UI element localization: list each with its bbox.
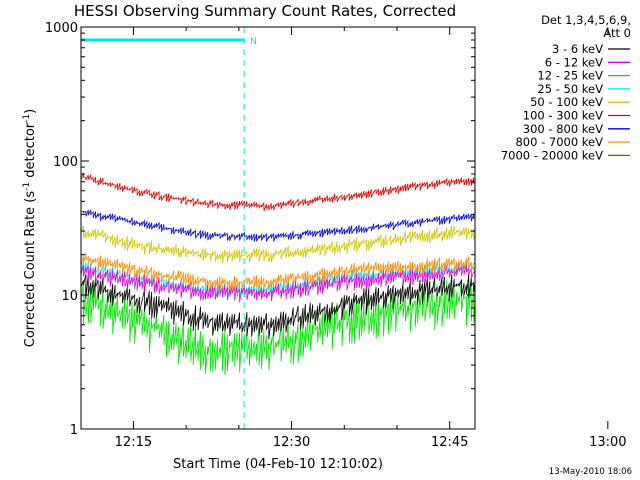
x-axis-label: Start Time (04-Feb-10 12:10:02) [173,457,383,472]
plot-frame [80,26,476,430]
legend-label-3-6-kev-kev: 3 - 6 keV [552,42,603,56]
x-tick-label-12:15: 12:15 [115,435,152,450]
series-line-3-6-kev-kev [81,270,475,340]
legend-label-25-50-kev-kev: 25 - 50 keV [537,82,603,96]
legend-label-800-7000-kev-kev: 800 - 7000 keV [515,135,603,149]
x-tick-label-12:45: 12:45 [431,435,468,450]
y-tick-label-1000: 1000 [45,21,78,36]
series-line-6-12-kev-kev [81,263,475,303]
series-layer [81,172,475,376]
series-line-12-25-kev-kev [81,278,475,376]
y-axis-label-end: ) [23,109,38,114]
y-tick-label-10: 10 [61,289,78,304]
series-line-100-300-kev-kev [81,172,475,212]
legend-header-line-1: Det 1,3,4,5,6,9, [541,13,631,27]
night-bar-label: N [250,37,257,47]
legend-label-7000-20000-kev-kev: 7000 - 20000 keV [501,148,603,162]
y-axis-label-mid: detector [23,122,38,182]
y-axis-label-main: Corrected Count Rate (s [23,191,38,348]
legend-label-50-100-kev-kev: 50 - 100 keV [530,95,603,109]
series-line-300-800-kev-kev [81,208,475,242]
legend-label-300-800-kev-kev: 300 - 800 keV [523,122,603,136]
y-axis-label-exp1: -1 [22,182,32,191]
y-axis-label-exp2: -1 [22,114,32,123]
y-axis: 1 10 100 1000 [45,21,475,438]
legend-header-line-2: Att 0 [603,26,631,40]
y-tick-label-1: 1 [70,423,78,438]
x-tick-label-12:30: 12:30 [273,435,310,450]
legend-label-100-300-kev-kev: 100 - 300 keV [523,109,603,123]
legend-label-12-25-kev-kev: 12 - 25 keV [537,69,603,83]
series-line-800-7000-kev-kev [81,252,475,291]
x-tick-label-13:00: 13:00 [589,435,626,450]
y-tick-label-100: 100 [53,155,78,170]
series-line-25-50-kev-kev [81,261,475,298]
legend-label-6-12-kev-kev: 6 - 12 keV [545,55,603,69]
series-line-50-100-kev-kev [81,225,475,263]
timestamp: 13-May-2010 18:06 [549,467,632,477]
y-axis-label: Corrected Count Rate (s-1 detector-1) [22,109,38,347]
chart-title: HESSI Observing Summary Count Rates, Cor… [74,2,456,20]
